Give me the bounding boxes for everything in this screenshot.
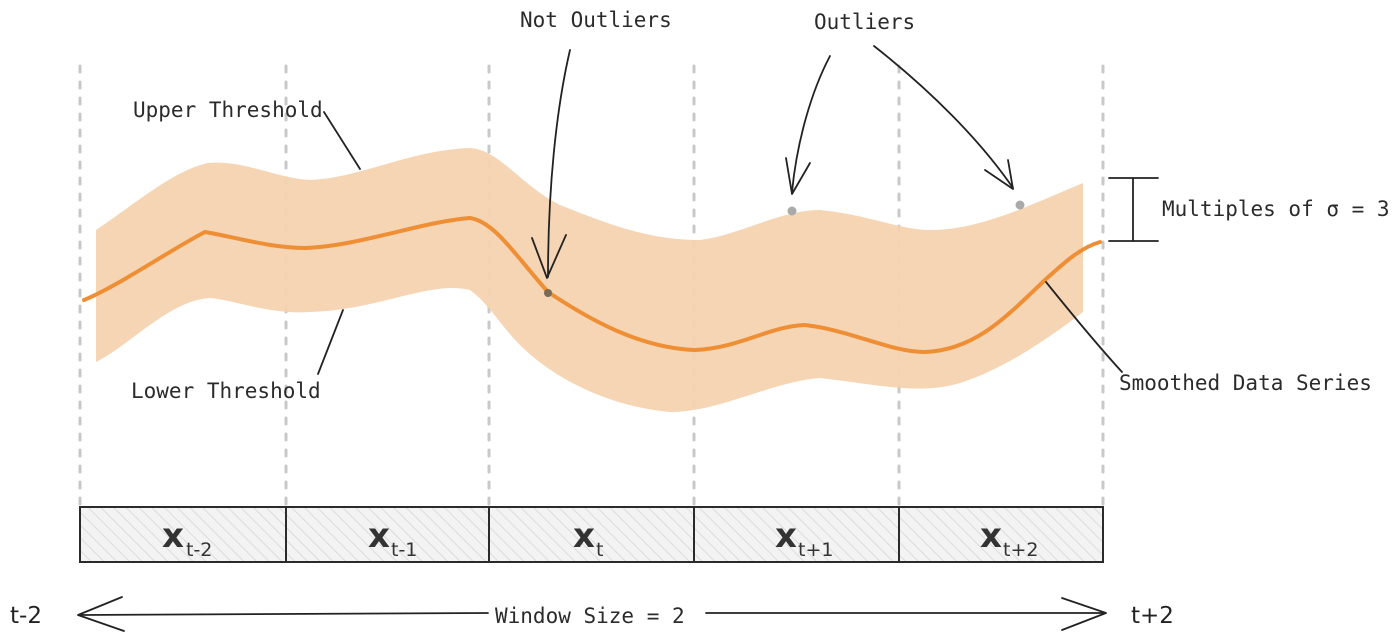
- cell-subscript: t-2: [186, 539, 212, 561]
- outlier-arrowhead: [785, 157, 811, 195]
- cell-variable: x: [775, 516, 797, 556]
- outlier-arrow: [791, 55, 831, 193]
- threshold-band: [96, 148, 1083, 412]
- window-size-label: Window Size = 2: [495, 604, 685, 628]
- cell-variable: x: [368, 516, 390, 556]
- not-outliers-arrow: [547, 49, 571, 278]
- left-edge-label: t-2: [10, 603, 42, 629]
- lower-threshold-label: Lower Threshold: [131, 379, 321, 403]
- smoothed-series-label: Smoothed Data Series: [1119, 371, 1372, 395]
- cell-subscript: t-1: [391, 539, 417, 561]
- cell-variable: x: [162, 516, 184, 556]
- sigma-bracket: [1108, 177, 1159, 242]
- window-cells: x t-2 x t-1 x t x t+1 x t+2: [79, 506, 1104, 563]
- window-cell: x t: [488, 506, 695, 563]
- upper-threshold-pointer: [323, 111, 361, 170]
- multiples-sigma-label: Multiples of σ = 3: [1162, 197, 1390, 221]
- cell-variable: x: [573, 516, 595, 556]
- cell-subscript: t+1: [798, 539, 833, 561]
- cell-subscript: t+2: [1003, 539, 1038, 561]
- smoothed-series-pointer: [1045, 281, 1123, 373]
- outlier-point: [787, 206, 797, 216]
- window-cell: x t+2: [898, 506, 1104, 563]
- window-size-arrow: [77, 596, 1107, 632]
- outlier-arrow: [873, 45, 1014, 189]
- upper-threshold-label: Upper Threshold: [133, 98, 323, 122]
- cell-variable: x: [980, 516, 1002, 556]
- outlier-point: [1015, 200, 1025, 210]
- outlier-arrowhead: [984, 159, 1014, 190]
- not-outliers-label: Not Outliers: [520, 8, 672, 32]
- not-outlier-point: [544, 289, 552, 297]
- window-cell: x t-2: [79, 506, 287, 563]
- smoothed-series-line: [82, 215, 1102, 355]
- lower-threshold-pointer: [317, 309, 344, 375]
- not-outliers-arrowhead: [531, 234, 567, 279]
- window-cell: x t+1: [693, 506, 900, 563]
- cell-subscript: t: [596, 539, 603, 561]
- right-edge-label: t+2: [1131, 603, 1174, 629]
- window-cell: x t-1: [285, 506, 490, 563]
- outliers-label: Outliers: [814, 10, 915, 34]
